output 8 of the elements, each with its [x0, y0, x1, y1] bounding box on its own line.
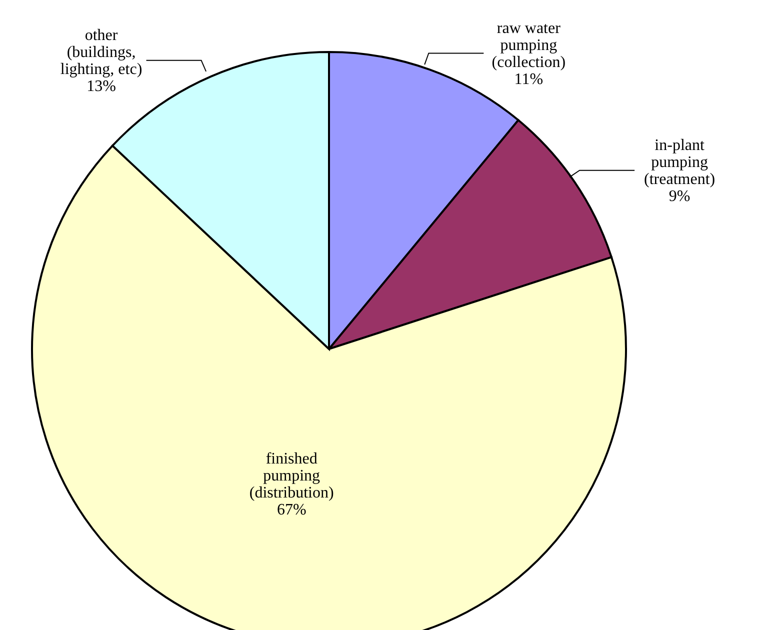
data-label: 13%: [86, 78, 116, 95]
slice-label: finished pumping (distribution): [249, 450, 334, 502]
data-label: 11%: [514, 70, 544, 88]
slice-label: in-plant pumping (treatment): [644, 136, 716, 188]
data-label: 67%: [276, 501, 306, 518]
data-label: 9%: [668, 188, 690, 205]
slice-label: raw water pumping (collection): [492, 20, 566, 71]
slice-label: other (buildings, lighting, etc): [60, 26, 142, 78]
